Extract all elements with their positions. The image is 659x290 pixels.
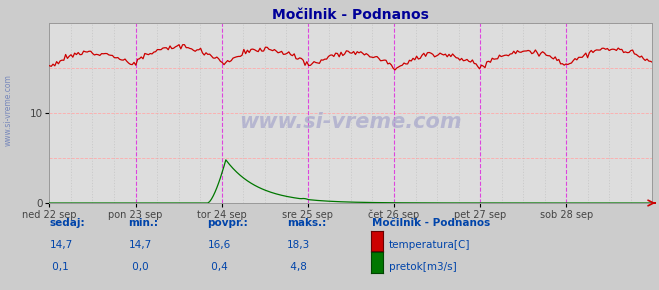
Text: www.si-vreme.com: www.si-vreme.com [3,74,13,146]
Text: 4,8: 4,8 [287,262,306,272]
Text: 0,4: 0,4 [208,262,227,272]
Text: povpr.:: povpr.: [208,218,248,228]
Text: www.si-vreme.com: www.si-vreme.com [240,112,462,132]
Title: Močilnik - Podnanos: Močilnik - Podnanos [272,8,430,22]
Text: 18,3: 18,3 [287,240,310,250]
Text: 16,6: 16,6 [208,240,231,250]
Text: 0,1: 0,1 [49,262,69,272]
Text: maks.:: maks.: [287,218,326,228]
Text: 14,7: 14,7 [129,240,152,250]
Text: pretok[m3/s]: pretok[m3/s] [389,262,457,272]
Text: sedaj:: sedaj: [49,218,85,228]
Text: temperatura[C]: temperatura[C] [389,240,471,250]
Text: 0,0: 0,0 [129,262,148,272]
Text: 14,7: 14,7 [49,240,72,250]
Text: Močilnik - Podnanos: Močilnik - Podnanos [372,218,490,228]
Text: min.:: min.: [129,218,159,228]
